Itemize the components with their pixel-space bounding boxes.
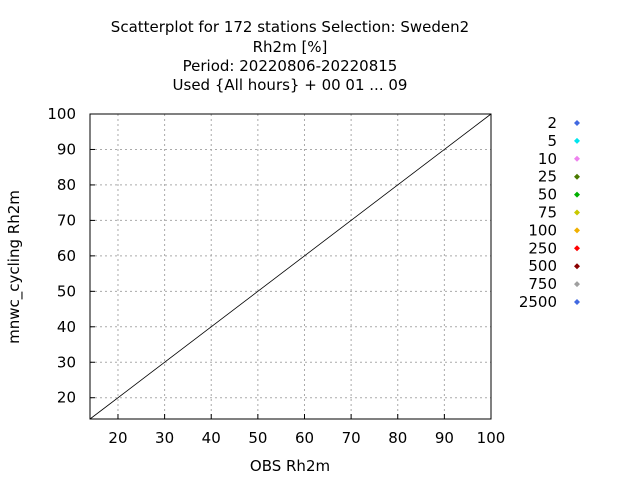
legend-marker-2 [574, 120, 580, 126]
y-axis-label: mnwc_cycling Rh2m [5, 190, 23, 344]
legend-label-5: 5 [547, 132, 557, 150]
x-tick-label: 80 [388, 429, 407, 447]
legend-marker-75 [574, 209, 580, 216]
y-tick-label: 80 [57, 176, 76, 194]
y-tick-label: 40 [57, 318, 76, 336]
legend-label-75: 75 [538, 204, 557, 222]
y-tick-label: 60 [57, 247, 76, 265]
legend-label-250: 250 [528, 239, 557, 257]
legend-marker-100 [574, 227, 580, 234]
x-tick-label: 40 [202, 429, 221, 447]
legend-label-10: 10 [538, 150, 557, 168]
x-tick-label: 50 [248, 429, 267, 447]
y-tick-label: 30 [57, 353, 76, 371]
legend-label-2500: 2500 [519, 293, 557, 311]
diagonal-reference-line [89, 113, 492, 420]
legend-label-25: 25 [538, 168, 557, 186]
x-tick-label: 30 [155, 429, 174, 447]
legend-marker-250 [574, 245, 580, 252]
x-tick-label: 100 [477, 429, 506, 447]
legend-marker-750 [574, 281, 580, 288]
legend-marker-50 [574, 191, 580, 198]
plot-frame [89, 113, 492, 420]
x-tick-label: 70 [342, 429, 361, 447]
chart-title-line-2: Rh2m [%] [252, 38, 328, 56]
legend-label-50: 50 [538, 186, 557, 204]
legend-label-750: 750 [528, 275, 557, 293]
legend-label-2: 2 [547, 114, 557, 132]
legend-marker-25 [574, 173, 580, 180]
legend-label-500: 500 [528, 257, 557, 275]
x-axis-label: OBS Rh2m [249, 457, 331, 475]
x-tick-label: 60 [295, 429, 314, 447]
data-points [141, 0, 474, 362]
y-tick-label: 50 [57, 282, 76, 300]
legend-marker-2500 [574, 299, 580, 305]
y-tick-label: 20 [57, 389, 76, 407]
legend-marker-10 [574, 155, 580, 162]
legend-label-100: 100 [528, 221, 557, 239]
axis-ticks: 20 30 40 50 60 70 80 90 100 20 30 40 50 60 70 80 90 100 [47, 105, 505, 447]
chart-title-line-1: Scatterplot for 172 stations Selection: … [110, 18, 470, 36]
legend-marker-5 [574, 137, 580, 144]
x-tick-label: 90 [435, 429, 454, 447]
chart-title-line-3: Period: 20220806-20220815 [182, 57, 398, 75]
y-tick-label: 90 [57, 140, 76, 158]
x-tick-label: 20 [108, 429, 127, 447]
chart-title-line-4: Used {All hours} + 00 01 ... 09 [172, 76, 408, 94]
y-tick-label: 100 [47, 105, 76, 123]
y-tick-label: 70 [57, 211, 76, 229]
legend-marker-500 [574, 263, 580, 270]
grid [90, 113, 492, 419]
